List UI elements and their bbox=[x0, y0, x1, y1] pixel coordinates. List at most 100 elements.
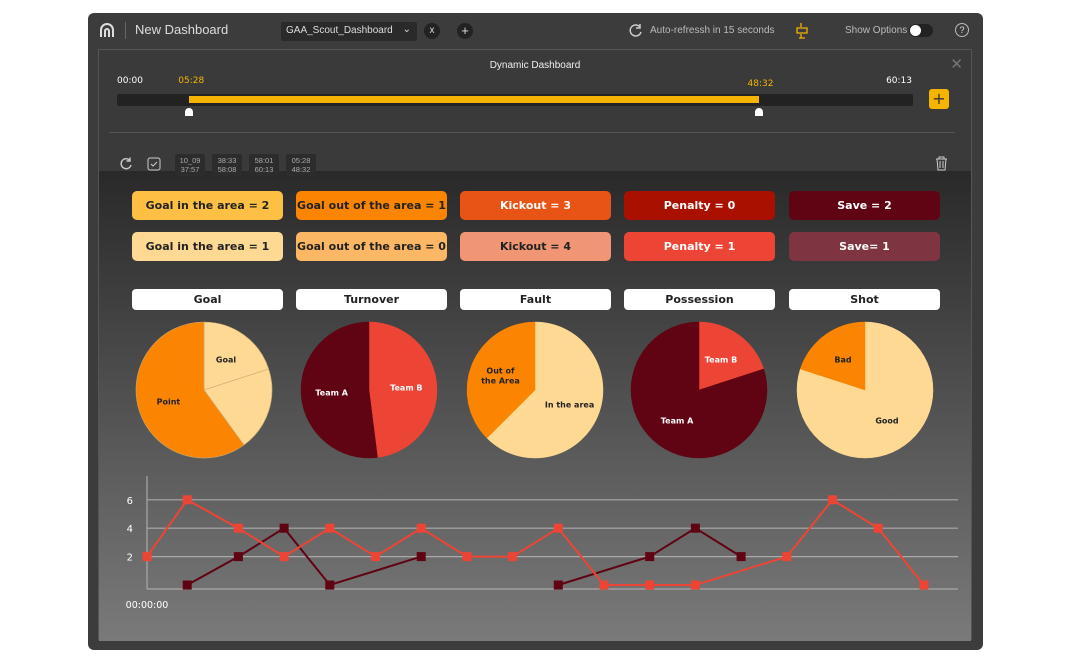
refresh-icon[interactable] bbox=[628, 23, 643, 38]
data-point[interactable] bbox=[462, 552, 472, 562]
chip-end: 48:32 bbox=[291, 165, 311, 174]
y-tick-label: 6 bbox=[127, 496, 133, 507]
chip-start: 05:28 bbox=[291, 156, 311, 165]
data-point[interactable] bbox=[645, 580, 655, 590]
select-value: GAA_Scout_Dashboard bbox=[286, 25, 393, 36]
show-options-toggle[interactable] bbox=[909, 24, 933, 37]
pie-label: Good bbox=[875, 416, 899, 425]
chart-title-text: Shot bbox=[850, 293, 879, 306]
stat-label: Goal out of the area = 1 bbox=[297, 199, 446, 212]
divider bbox=[125, 22, 126, 39]
pie-slice[interactable] bbox=[630, 321, 768, 459]
top-bar: New Dashboard GAA_Scout_Dashboard ⌄ x + A… bbox=[88, 13, 983, 48]
chip-start: 10_09 bbox=[179, 156, 201, 165]
data-point[interactable] bbox=[416, 552, 426, 562]
pie-slice[interactable] bbox=[300, 321, 378, 459]
time-range-chip[interactable]: 10_09 37:57 bbox=[175, 154, 205, 176]
pie-slice[interactable] bbox=[796, 321, 934, 459]
pie-slice[interactable] bbox=[800, 321, 866, 391]
stat-badge: Kickout = 4 bbox=[460, 232, 611, 261]
series-line bbox=[558, 527, 742, 586]
stat-label: Goal in the area = 1 bbox=[145, 240, 270, 253]
add-dashboard-button[interactable]: + bbox=[457, 23, 473, 39]
data-point[interactable] bbox=[873, 523, 883, 533]
range-start-handle[interactable] bbox=[185, 108, 194, 116]
pie-label: Point bbox=[157, 398, 181, 407]
time-range-chip[interactable]: 38:33 58:08 bbox=[212, 154, 242, 176]
chart-title: Goal bbox=[132, 289, 283, 310]
data-point[interactable] bbox=[553, 523, 563, 533]
data-point[interactable] bbox=[736, 552, 746, 562]
data-point[interactable] bbox=[782, 552, 792, 562]
pie-label: Team A bbox=[315, 388, 348, 397]
chart-title-text: Possession bbox=[665, 293, 734, 306]
stat-label: Penalty = 0 bbox=[663, 199, 736, 212]
stat-label: Save = 2 bbox=[837, 199, 892, 212]
data-point[interactable] bbox=[279, 523, 289, 533]
pie-label: Team A bbox=[661, 416, 694, 425]
close-icon[interactable]: ✕ bbox=[950, 55, 963, 73]
checkbox-icon[interactable] bbox=[147, 157, 161, 171]
pie-label: Bad bbox=[834, 356, 851, 365]
range-end-handle[interactable] bbox=[754, 108, 763, 116]
data-point[interactable] bbox=[599, 580, 609, 590]
range-end-label: 48:32 bbox=[747, 79, 774, 89]
help-button[interactable]: ? bbox=[955, 23, 969, 37]
timeline-start: 00:00 bbox=[117, 76, 143, 86]
pie-label: Team B bbox=[390, 384, 422, 393]
stat-label: Goal out of the area = 0 bbox=[297, 240, 446, 253]
data-point[interactable] bbox=[233, 552, 243, 562]
data-point[interactable] bbox=[233, 523, 243, 533]
data-point[interactable] bbox=[508, 552, 518, 562]
logo-icon bbox=[100, 23, 114, 37]
chart-title-text: Turnover bbox=[344, 293, 399, 306]
panel-title: Dynamic Dashboard bbox=[489, 60, 581, 71]
pie-label: Team B bbox=[705, 356, 737, 365]
data-point[interactable] bbox=[182, 495, 192, 505]
time-range-chip[interactable]: 58:01 60:13 bbox=[249, 154, 279, 176]
trash-icon[interactable] bbox=[935, 156, 948, 171]
pie-slice[interactable] bbox=[135, 321, 245, 459]
divider bbox=[109, 132, 955, 133]
chip-end: 58:08 bbox=[217, 165, 237, 174]
pie-slice[interactable] bbox=[368, 321, 438, 458]
data-point[interactable] bbox=[828, 495, 837, 505]
pie-slice[interactable] bbox=[698, 321, 764, 391]
data-point[interactable] bbox=[325, 523, 335, 533]
stat-badge: Penalty = 0 bbox=[624, 191, 775, 220]
reset-icon[interactable] bbox=[119, 157, 133, 171]
data-point[interactable] bbox=[690, 523, 700, 533]
pie-slice[interactable] bbox=[466, 321, 536, 439]
chevron-down-icon: ⌄ bbox=[402, 24, 411, 35]
stat-badge: Kickout = 3 bbox=[460, 191, 611, 220]
stat-badge: Save = 2 bbox=[789, 191, 940, 220]
chart-title: Fault bbox=[460, 289, 611, 310]
data-point[interactable] bbox=[182, 580, 192, 590]
time-range-chip[interactable]: 05:28 48:32 bbox=[286, 154, 316, 176]
stat-label: Goal in the area = 2 bbox=[145, 199, 270, 212]
dashboard-title: New Dashboard bbox=[135, 22, 229, 37]
data-point[interactable] bbox=[645, 552, 655, 562]
chart-title-text: Goal bbox=[193, 293, 222, 306]
data-point[interactable] bbox=[690, 580, 700, 590]
y-tick-label: 2 bbox=[127, 553, 133, 564]
clear-button[interactable]: x bbox=[424, 23, 440, 39]
pie-label: the Area bbox=[481, 377, 520, 386]
data-point[interactable] bbox=[553, 580, 563, 590]
pie-slice[interactable] bbox=[486, 321, 604, 459]
timeline-track[interactable] bbox=[117, 94, 913, 106]
pie-slice[interactable] bbox=[203, 321, 270, 391]
layout-icon[interactable] bbox=[795, 22, 809, 40]
timeline-range-fill bbox=[189, 96, 759, 103]
pie-slice[interactable] bbox=[203, 368, 273, 446]
data-point[interactable] bbox=[919, 580, 929, 590]
data-point[interactable] bbox=[416, 523, 426, 533]
data-point[interactable] bbox=[142, 552, 152, 562]
dashboard-select[interactable]: GAA_Scout_Dashboard ⌄ bbox=[281, 22, 417, 41]
data-point[interactable] bbox=[325, 580, 335, 590]
data-point[interactable] bbox=[279, 552, 289, 562]
data-point[interactable] bbox=[371, 552, 380, 562]
range-start-label: 05:28 bbox=[178, 76, 205, 86]
add-range-button[interactable]: + bbox=[929, 89, 949, 109]
stat-label: Penalty = 1 bbox=[663, 240, 736, 253]
